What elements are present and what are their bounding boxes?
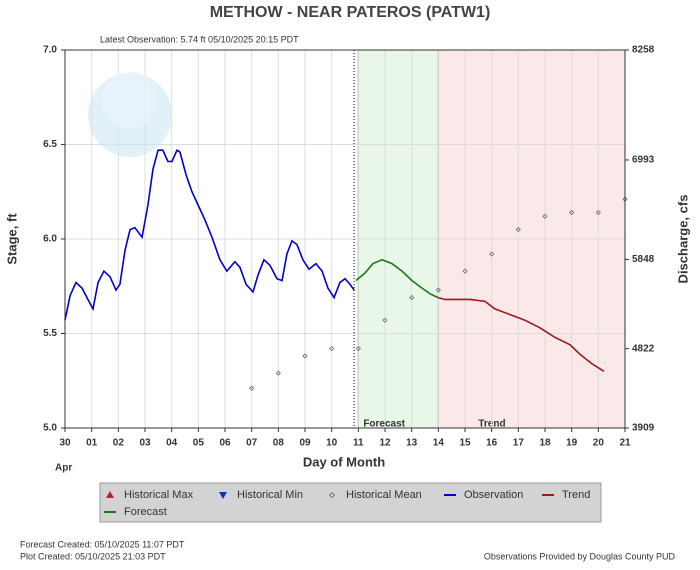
x-tick-label: 15 [459, 438, 471, 449]
mean-point [489, 251, 495, 257]
x-tick-label: 14 [433, 438, 445, 449]
y-axis-label: Stage, ft [4, 213, 19, 265]
y2-axis-label: Discharge, cfs [675, 195, 690, 284]
plot-border [64, 49, 626, 429]
x-tick-label: 16 [486, 438, 498, 449]
footer-forecast: Forecast Created: 05/10/2025 11:07 PDT [20, 539, 185, 549]
series-line [355, 258, 439, 299]
y-tick-label: 6.5 [43, 139, 57, 150]
mean-point [569, 209, 575, 216]
y2-tick-label: 4822 [632, 343, 655, 354]
x-tick-label: 20 [593, 438, 605, 449]
logo-inner [102, 72, 158, 128]
x-tick-label: 21 [619, 438, 631, 449]
legend-label: Observation [464, 489, 523, 501]
legend: Historical Max Historical Min Historical M… [104, 489, 590, 518]
y2-tick-label: 6993 [632, 155, 655, 166]
mean-point [542, 213, 548, 219]
y2-tick-label: 8258 [632, 45, 655, 56]
y-tick-label: 5.0 [43, 423, 57, 434]
x-tick-label: 01 [86, 438, 98, 449]
mean-point [462, 268, 468, 274]
legend-swatch [106, 491, 114, 498]
chart-title: METHOW - NEAR PATEROS (PATW1) [210, 4, 491, 21]
mean-point [595, 209, 601, 216]
x-tick-label: 08 [273, 438, 285, 449]
legend-label: Historical Min [237, 489, 303, 501]
mean-point [275, 370, 281, 376]
x-tick-label: 18 [539, 438, 551, 449]
month-label: Apr [55, 463, 72, 474]
subtitle: Latest Observation: 5.74 ft 05/10/2025 2… [100, 34, 299, 44]
y-tick-label: 7.0 [43, 45, 57, 56]
mean-point [382, 317, 388, 323]
x-tick-label: 09 [299, 438, 311, 449]
y2-tick-label: 3909 [632, 423, 655, 434]
x-tick-label: 17 [513, 438, 525, 449]
x-tick-label: 30 [59, 438, 71, 449]
x-tick-label: 10 [326, 438, 338, 449]
mean-point [302, 353, 308, 359]
x-tick-label: 12 [379, 438, 391, 449]
y-tick-label: 5.5 [43, 328, 57, 339]
legend-swatch [219, 492, 227, 499]
footer-plot: Plot Created: 05/10/2025 21:03 PDT [20, 551, 166, 561]
x-tick-label: 11 [353, 438, 364, 449]
x-tick-label: 19 [566, 438, 578, 449]
legend-box [99, 482, 602, 523]
mean-point [409, 295, 415, 301]
x-tick-label: 06 [219, 438, 231, 449]
footer-credit: Observations Provided by Douglas County … [484, 551, 676, 561]
series-line [64, 148, 355, 321]
mean-point [515, 226, 521, 233]
series-line [437, 296, 605, 372]
legend-label: Trend [562, 489, 590, 501]
x-tick-label: 05 [193, 438, 205, 449]
y-tick-label: 6.0 [43, 234, 57, 245]
legend-label: Forecast [124, 506, 167, 518]
mean-point [249, 385, 255, 391]
x-axis-label: Day of Month [303, 454, 385, 469]
x-tick-label: 13 [406, 438, 418, 449]
x-tick-label: 07 [246, 438, 258, 449]
mean-point [329, 346, 335, 352]
legend-label: Historical Mean [346, 489, 422, 501]
mean-point [435, 287, 441, 293]
mean-point [355, 346, 361, 352]
y2-tick-label: 5848 [632, 254, 655, 265]
legend-label: Historical Max [124, 489, 194, 501]
x-tick-label: 02 [113, 438, 125, 449]
x-tick-label: 04 [166, 438, 178, 449]
legend-swatch [328, 491, 336, 499]
x-tick-label: 03 [139, 438, 151, 449]
